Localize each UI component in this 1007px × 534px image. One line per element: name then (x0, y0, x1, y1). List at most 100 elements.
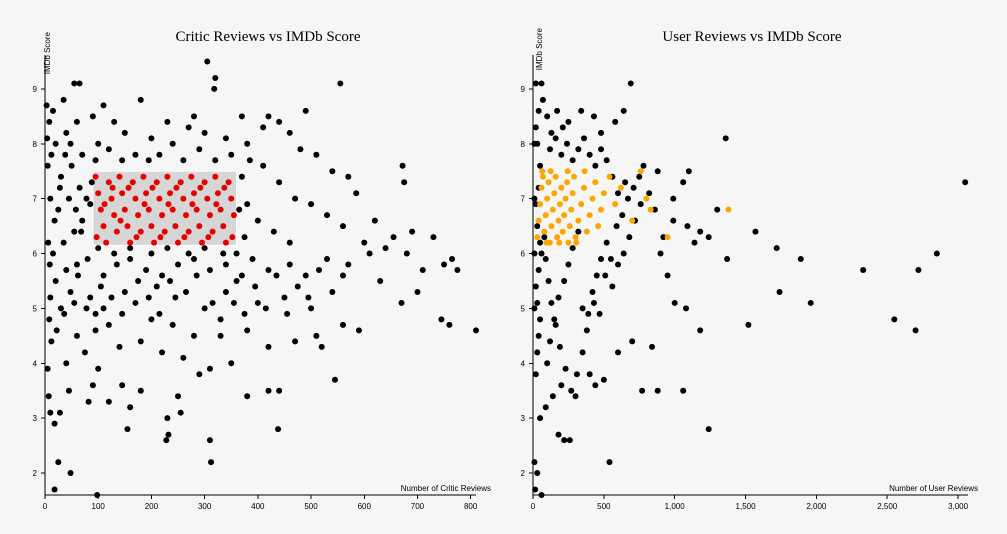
data-point (564, 140, 571, 147)
data-point (705, 426, 712, 433)
selected-data-point (230, 212, 237, 219)
data-point (603, 157, 610, 164)
data-point (535, 107, 542, 114)
data-point (441, 261, 448, 268)
data-point (473, 327, 479, 334)
data-point (95, 140, 102, 147)
selected-data-point (539, 168, 546, 175)
data-point (544, 360, 551, 367)
data-point (183, 288, 190, 295)
selected-data-point (617, 184, 624, 191)
data-point (137, 387, 144, 394)
data-point (284, 310, 291, 317)
data-point (532, 486, 539, 493)
selected-data-point (629, 217, 636, 224)
data-point (541, 234, 548, 241)
data-point (324, 212, 331, 219)
data-point (371, 217, 378, 224)
data-point (46, 261, 53, 268)
y-axis-label: IMDb Score (535, 27, 544, 70)
data-point (273, 272, 280, 279)
selected-data-point (568, 206, 575, 213)
y-tick-label: 8 (33, 140, 38, 149)
data-point (132, 151, 139, 158)
data-point (603, 239, 610, 246)
data-point (545, 277, 552, 284)
data-point (724, 256, 731, 263)
data-point (148, 250, 155, 257)
selected-data-point (181, 234, 188, 241)
selected-data-point (548, 223, 555, 230)
data-point (313, 151, 320, 158)
selected-data-point (129, 179, 136, 186)
data-point (590, 299, 597, 306)
data-point (572, 393, 579, 400)
data-point (585, 310, 592, 317)
selected-data-point (103, 239, 110, 246)
x-tick-label: 500 (304, 502, 318, 511)
data-point (609, 283, 616, 290)
data-point (629, 338, 636, 345)
data-point (212, 74, 219, 81)
data-point (286, 129, 293, 136)
data-point (657, 250, 664, 257)
data-point (430, 234, 437, 241)
data-point (244, 201, 251, 208)
selected-data-point (606, 173, 613, 180)
data-point (135, 277, 142, 284)
data-point (697, 228, 704, 235)
data-point (105, 146, 112, 153)
data-point (561, 437, 568, 444)
data-point (537, 162, 544, 169)
selected-data-point (213, 201, 220, 208)
data-point (153, 283, 160, 290)
data-point (95, 365, 102, 372)
selected-data-point (564, 168, 571, 175)
selected-data-point (117, 217, 124, 224)
data-point (121, 129, 128, 136)
data-point (562, 365, 569, 372)
data-point (612, 118, 619, 125)
data-point (355, 327, 362, 334)
data-point (558, 382, 565, 389)
data-point (217, 332, 224, 339)
x-tick-label: 500 (597, 502, 611, 511)
selected-data-point (156, 195, 163, 202)
y-tick-label: 3 (521, 414, 526, 423)
data-point (366, 250, 373, 257)
data-point (217, 316, 224, 323)
data-point (654, 387, 661, 394)
selected-data-point (543, 239, 550, 246)
selected-data-point (97, 206, 104, 213)
data-point (175, 393, 182, 400)
data-point (92, 327, 99, 334)
selected-data-point (217, 206, 224, 213)
selected-data-point (545, 179, 552, 186)
data-point (807, 299, 814, 306)
selected-data-point (124, 223, 131, 230)
data-point (72, 206, 79, 213)
data-point (575, 228, 582, 235)
data-point (602, 272, 609, 279)
data-point (537, 316, 544, 323)
data-point (329, 168, 336, 175)
data-point (535, 332, 542, 339)
selected-data-point (647, 206, 654, 213)
data-point (83, 195, 90, 202)
data-point (596, 310, 603, 317)
data-point (169, 140, 176, 147)
data-point (220, 250, 227, 257)
data-point (113, 261, 120, 268)
data-point (116, 343, 123, 350)
selected-data-point (119, 190, 126, 197)
data-point (265, 267, 272, 274)
selected-data-point (229, 234, 236, 241)
selected-data-point (95, 190, 102, 197)
data-point (390, 234, 397, 241)
data-point (137, 338, 144, 345)
data-point (260, 124, 267, 131)
data-point (124, 426, 131, 433)
data-point (590, 113, 597, 120)
data-point (671, 299, 678, 306)
